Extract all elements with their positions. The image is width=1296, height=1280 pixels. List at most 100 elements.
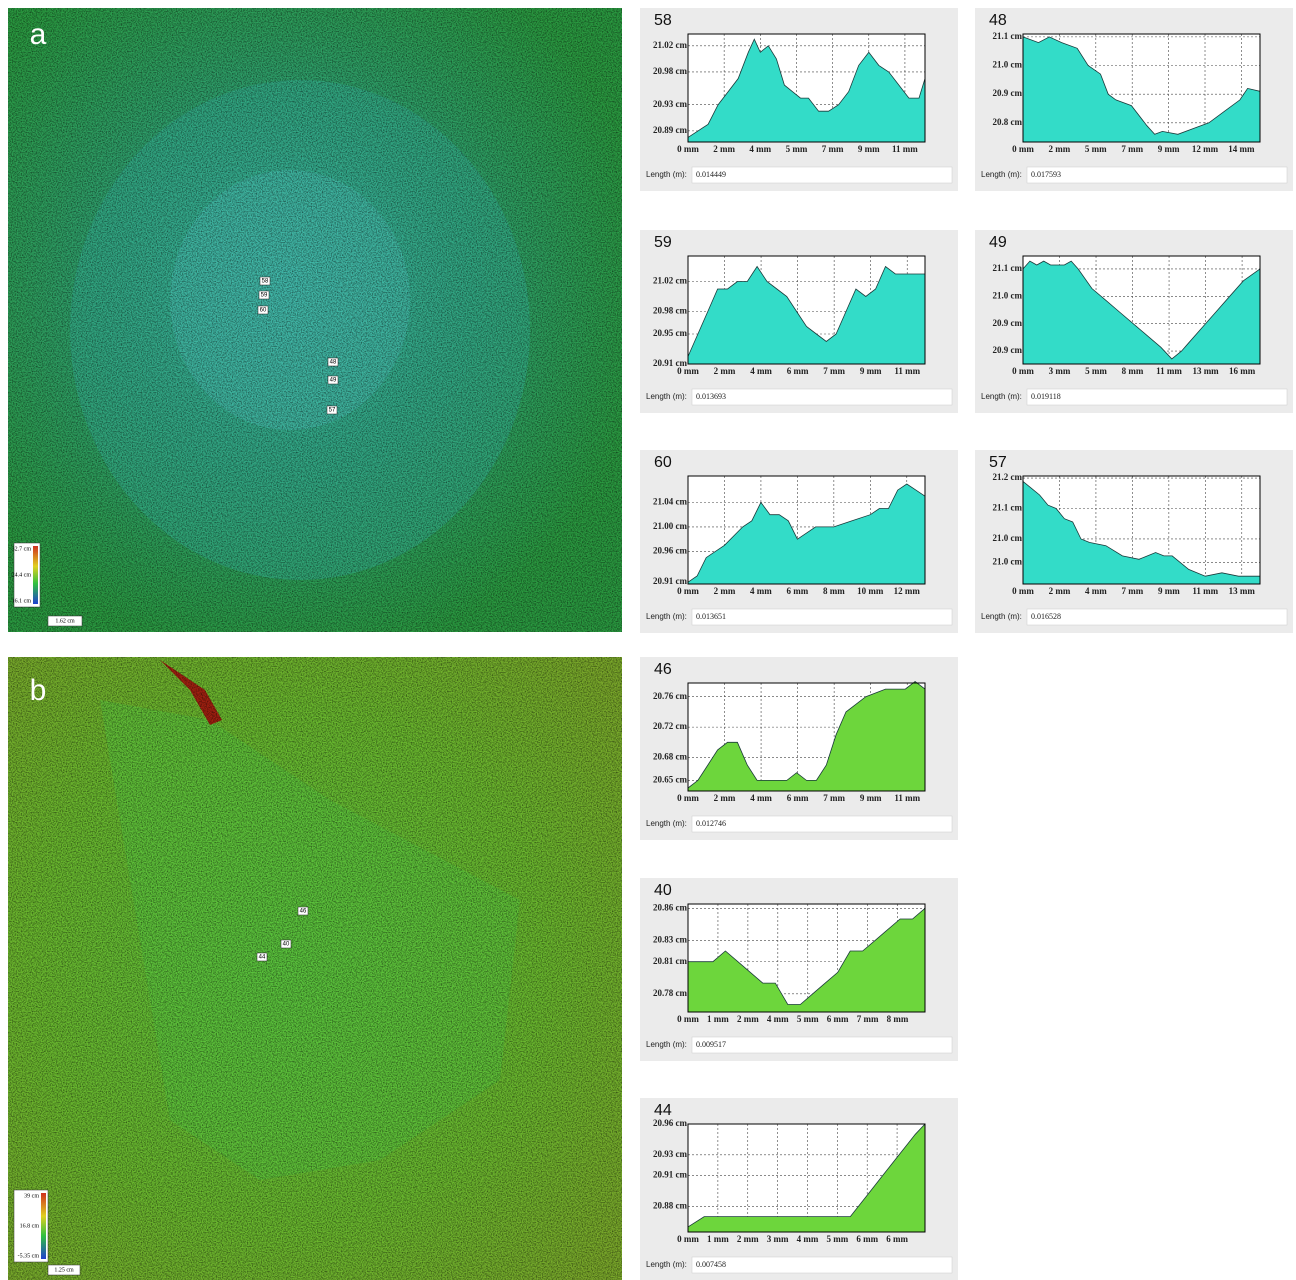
x-tick-label: 0 mm bbox=[1012, 144, 1034, 154]
length-value: 0.012746 bbox=[696, 819, 726, 828]
x-tick-label: 9 mm bbox=[860, 366, 882, 376]
x-tick-label: 5 mm bbox=[1085, 366, 1107, 376]
x-tick-label: 0 mm bbox=[677, 1014, 699, 1024]
x-tick-label: 6 mm bbox=[787, 586, 809, 596]
profile-marker-label: 40 bbox=[283, 942, 290, 948]
length-field bbox=[692, 816, 952, 832]
x-tick-label: 13 mm bbox=[1192, 366, 1219, 376]
length-label: Length (m): bbox=[646, 819, 687, 828]
y-tick-label: 20.91 cm bbox=[653, 358, 687, 368]
map-b bbox=[8, 657, 622, 1280]
length-label: Length (m): bbox=[981, 170, 1022, 179]
x-tick-label: 7 mm bbox=[823, 366, 845, 376]
y-tick-label: 21.0 cm bbox=[993, 60, 1023, 70]
length-value: 0.007458 bbox=[696, 1260, 726, 1269]
x-tick-label: 9 mm bbox=[860, 793, 882, 803]
length-value: 0.013693 bbox=[696, 392, 726, 401]
legend-label: 16.1 cm bbox=[12, 598, 32, 604]
length-label: Length (m): bbox=[646, 392, 687, 401]
length-field bbox=[1027, 609, 1287, 625]
y-tick-label: 20.9 cm bbox=[993, 88, 1023, 98]
map-a bbox=[8, 8, 622, 632]
y-tick-label: 20.76 cm bbox=[653, 691, 687, 701]
x-tick-label: 8 mm bbox=[823, 586, 845, 596]
length-value: 0.014449 bbox=[696, 170, 726, 179]
page: {"panels": [ {"label": "a", "legend": ["… bbox=[0, 0, 1296, 1280]
y-tick-label: 20.93 cm bbox=[653, 99, 687, 109]
profile-chart: 570 mm2 mm4 mm7 mm9 mm11 mm13 mm21.0 cm2… bbox=[975, 450, 1293, 633]
legend-label: -5.35 cm bbox=[18, 1253, 40, 1259]
chart-title: 49 bbox=[989, 234, 1007, 251]
map-texture bbox=[8, 8, 622, 632]
scale-label: 1.62 cm bbox=[55, 618, 75, 624]
y-tick-label: 21.2 cm bbox=[993, 472, 1023, 482]
x-tick-label: 6 mm bbox=[787, 366, 809, 376]
legend-label: 32.7 cm bbox=[12, 546, 32, 552]
y-tick-label: 20.83 cm bbox=[653, 934, 687, 944]
chart-title: 40 bbox=[654, 882, 672, 899]
length-label: Length (m): bbox=[981, 612, 1022, 621]
x-tick-label: 1 mm bbox=[707, 1014, 729, 1024]
length-value: 0.017593 bbox=[1031, 170, 1061, 179]
profile-marker-label: 49 bbox=[330, 378, 337, 384]
x-tick-label: 2 mm bbox=[737, 1234, 759, 1244]
y-tick-label: 20.98 cm bbox=[653, 66, 687, 76]
x-tick-label: 11 mm bbox=[1156, 366, 1182, 376]
x-tick-label: 3 mm bbox=[1049, 366, 1071, 376]
x-tick-label: 2 mm bbox=[713, 144, 735, 154]
x-tick-label: 6 mm bbox=[886, 1234, 908, 1244]
y-tick-label: 20.86 cm bbox=[653, 902, 687, 912]
profile-marker-label: 60 bbox=[260, 308, 267, 314]
scale-label: 1.25 cm bbox=[54, 1267, 74, 1273]
y-tick-label: 20.81 cm bbox=[653, 956, 687, 966]
x-tick-label: 4 mm bbox=[750, 366, 772, 376]
length-field bbox=[1027, 167, 1287, 183]
x-tick-label: 7 mm bbox=[857, 1014, 879, 1024]
y-tick-label: 21.1 cm bbox=[993, 263, 1023, 273]
length-label: Length (m): bbox=[646, 612, 687, 621]
x-tick-label: 11 mm bbox=[892, 144, 918, 154]
x-tick-label: 0 mm bbox=[677, 586, 699, 596]
legend-label: 16.8 cm bbox=[20, 1223, 40, 1229]
y-tick-label: 21.0 cm bbox=[993, 557, 1023, 567]
x-tick-label: 2 mm bbox=[714, 586, 736, 596]
length-value: 0.019118 bbox=[1031, 392, 1061, 401]
figure: a32.7 cm24.4 cm16.1 cm1.62 cm58596048495… bbox=[0, 0, 1296, 1280]
x-tick-label: 9 mm bbox=[1158, 144, 1180, 154]
y-tick-label: 20.9 cm bbox=[993, 318, 1023, 328]
legend-label: 39 cm bbox=[24, 1193, 39, 1199]
profile-marker-label: 57 bbox=[329, 408, 336, 414]
length-field bbox=[692, 167, 952, 183]
x-tick-label: 12 mm bbox=[894, 586, 921, 596]
x-tick-label: 2 mm bbox=[737, 1014, 759, 1024]
profile-marker-label: 44 bbox=[259, 955, 266, 961]
y-tick-label: 21.1 cm bbox=[993, 503, 1023, 513]
x-tick-label: 11 mm bbox=[894, 793, 920, 803]
y-tick-label: 20.91 cm bbox=[653, 576, 687, 586]
x-tick-label: 2 mm bbox=[714, 793, 736, 803]
length-field bbox=[692, 1257, 952, 1273]
x-tick-label: 6 mm bbox=[787, 793, 809, 803]
x-tick-label: 4 mm bbox=[797, 1234, 819, 1244]
x-tick-label: 5 mm bbox=[1085, 144, 1107, 154]
x-tick-label: 8 mm bbox=[887, 1014, 909, 1024]
y-tick-label: 20.72 cm bbox=[653, 721, 687, 731]
x-tick-label: 8 mm bbox=[1122, 366, 1144, 376]
profile-chart: 490 mm3 mm5 mm8 mm11 mm13 mm16 mm20.9 cm… bbox=[975, 230, 1293, 413]
chart-title: 44 bbox=[654, 1102, 672, 1119]
x-tick-label: 9 mm bbox=[1158, 586, 1180, 596]
y-tick-label: 20.88 cm bbox=[653, 1200, 687, 1210]
x-tick-label: 14 mm bbox=[1228, 144, 1255, 154]
map-texture bbox=[8, 657, 622, 1280]
profile-marker-label: 59 bbox=[261, 293, 268, 299]
x-tick-label: 7 mm bbox=[1122, 586, 1144, 596]
length-field bbox=[692, 1037, 952, 1053]
y-tick-label: 21.0 cm bbox=[993, 533, 1023, 543]
length-label: Length (m): bbox=[981, 392, 1022, 401]
length-value: 0.016528 bbox=[1031, 612, 1061, 621]
y-tick-label: 20.96 cm bbox=[653, 546, 687, 556]
y-tick-label: 21.00 cm bbox=[653, 521, 687, 531]
legend-label: 24.4 cm bbox=[12, 572, 32, 578]
